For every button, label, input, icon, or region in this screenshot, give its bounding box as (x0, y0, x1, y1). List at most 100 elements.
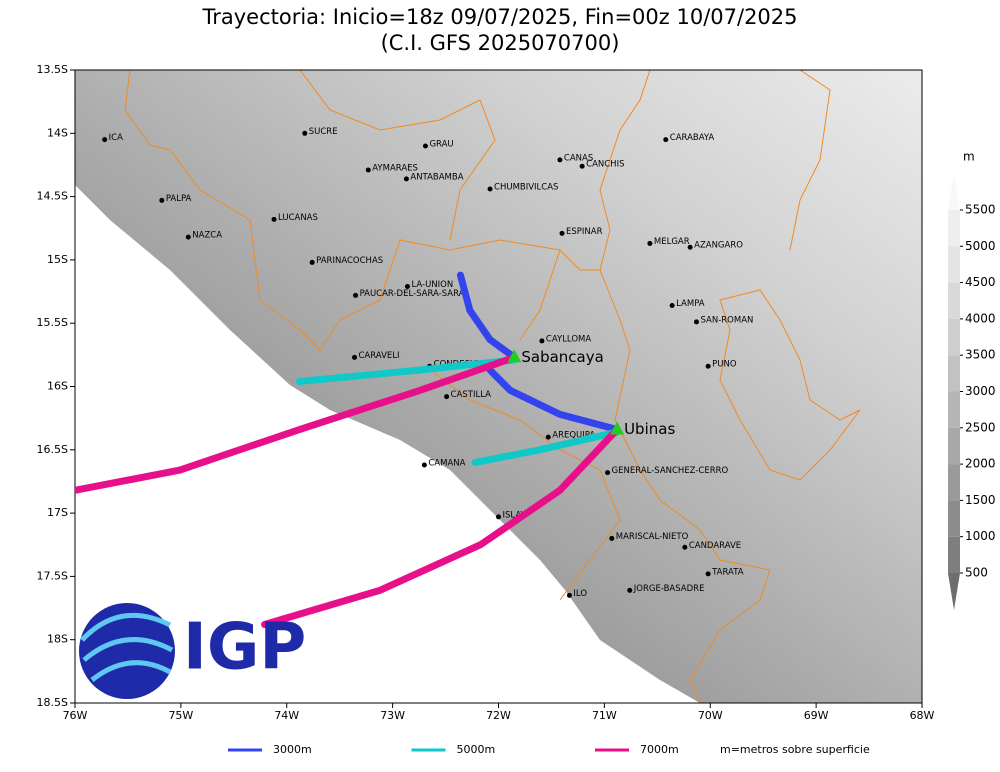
colorbar-label: 2500 (965, 420, 996, 434)
boundary (429, 249, 621, 601)
colorbar-box (948, 391, 960, 428)
x-tick-label: 69W (804, 709, 829, 722)
place-label: ICA (109, 133, 123, 143)
y-tick-label: 14.5S (37, 190, 68, 203)
place-label: PAUCAR-DEL-SARA-SARA (360, 289, 465, 299)
place-label: SUCRE (309, 127, 338, 137)
volcano-marker (507, 349, 522, 363)
colorbar-box (948, 464, 960, 501)
place-marker (545, 434, 551, 440)
place-label: GRAU (429, 139, 453, 149)
place-marker (566, 592, 572, 598)
trajectory (471, 428, 621, 466)
y-tick-label: 13.5S (37, 63, 68, 76)
place-marker (422, 143, 428, 149)
place-marker (352, 354, 358, 360)
x-tick-label: 71W (592, 709, 617, 722)
x-tick-label: 73W (380, 709, 405, 722)
x-tick-label: 70W (698, 709, 723, 722)
x-tick-label: 72W (486, 709, 511, 722)
x-tick-label: 74W (274, 709, 299, 722)
colorbar-low (948, 573, 960, 610)
colorbar-box (948, 210, 960, 247)
legend-label: 5000m (457, 743, 496, 756)
place-label: AYMARAES (372, 164, 418, 174)
place-marker (682, 544, 688, 550)
legend-label: 7000m (640, 743, 679, 756)
logo-stripes (80, 612, 174, 682)
trajectory (456, 271, 518, 361)
place-label: MARISCAL-NIETO (616, 532, 689, 542)
place-label: ESPINAR (566, 227, 603, 237)
place-marker (302, 130, 308, 136)
place-label: LA-UNION (411, 280, 453, 290)
place-label: LAMPA (676, 299, 705, 309)
colorbar-box (948, 500, 960, 537)
place-label: NAZCA (192, 231, 222, 241)
place-label: TARATA (711, 567, 744, 577)
place-label: LUCANAS (278, 213, 318, 223)
colorbar-label: 1500 (965, 493, 996, 507)
place-marker (271, 216, 277, 222)
ocean (75, 185, 700, 703)
trajectory (261, 426, 621, 629)
x-tick-label: 76W (63, 709, 88, 722)
place-label: ANTABAMBA (410, 172, 463, 182)
logo: IGP (79, 603, 306, 699)
place-label: PARINACOCHAS (316, 256, 383, 266)
place-marker (687, 244, 693, 250)
place-label: MELGAR (654, 237, 690, 247)
place-marker (421, 462, 427, 468)
colorbar-box (948, 246, 960, 283)
place-marker (609, 535, 615, 541)
place-label: AZANGARO (694, 241, 743, 251)
place-label: CAYLLOMA (546, 334, 591, 344)
place-marker (487, 186, 493, 192)
place-marker (705, 363, 711, 369)
place-label: SAN-ROMAN (700, 315, 753, 325)
trajectory (75, 353, 518, 494)
boundary (599, 269, 771, 703)
place-label: CARABAYA (670, 133, 715, 143)
boundary (124, 70, 651, 351)
place-marker (159, 197, 165, 203)
place-marker (365, 167, 371, 173)
colorbar-label: 5000 (965, 239, 996, 253)
place-label: ISLAY (503, 510, 527, 520)
place-marker (185, 234, 191, 240)
colorbar-box (948, 427, 960, 465)
place-label: CASTILLA (451, 390, 492, 400)
place-marker (403, 176, 409, 182)
place-label: GENERAL-SANCHEZ-CERRO (612, 466, 729, 476)
volcano-marker (610, 421, 625, 435)
boundary (719, 70, 861, 481)
place-marker (705, 571, 711, 577)
trajectory (295, 356, 518, 385)
boundary (299, 70, 496, 241)
place-marker (647, 240, 653, 246)
place-marker (559, 230, 565, 236)
place-marker (557, 157, 563, 163)
place-marker (579, 163, 585, 169)
place-marker (496, 514, 501, 520)
y-tick-label: 18S (47, 633, 68, 646)
volcano-label: Ubinas (624, 420, 675, 438)
terrain (75, 70, 922, 703)
x-tick-label: 75W (168, 709, 193, 722)
place-label: CARAVELI (359, 351, 400, 361)
place-marker (309, 259, 315, 265)
place-label: ILO (573, 589, 587, 599)
volcano-label: Sabancaya (521, 348, 603, 366)
place-label: CANCHIS (586, 160, 624, 170)
place-marker (627, 587, 633, 593)
colorbar-label: 1000 (965, 529, 996, 543)
y-tick-label: 14S (47, 126, 68, 139)
y-tick-label: 16.5S (37, 443, 68, 456)
colorbar-label: 3000 (965, 384, 996, 398)
y-tick-label: 15.5S (37, 316, 68, 329)
colorbar-label: 500 (965, 566, 988, 580)
place-label: AREQUIPA (552, 431, 595, 441)
place-marker (353, 292, 359, 298)
place-marker (605, 470, 611, 476)
